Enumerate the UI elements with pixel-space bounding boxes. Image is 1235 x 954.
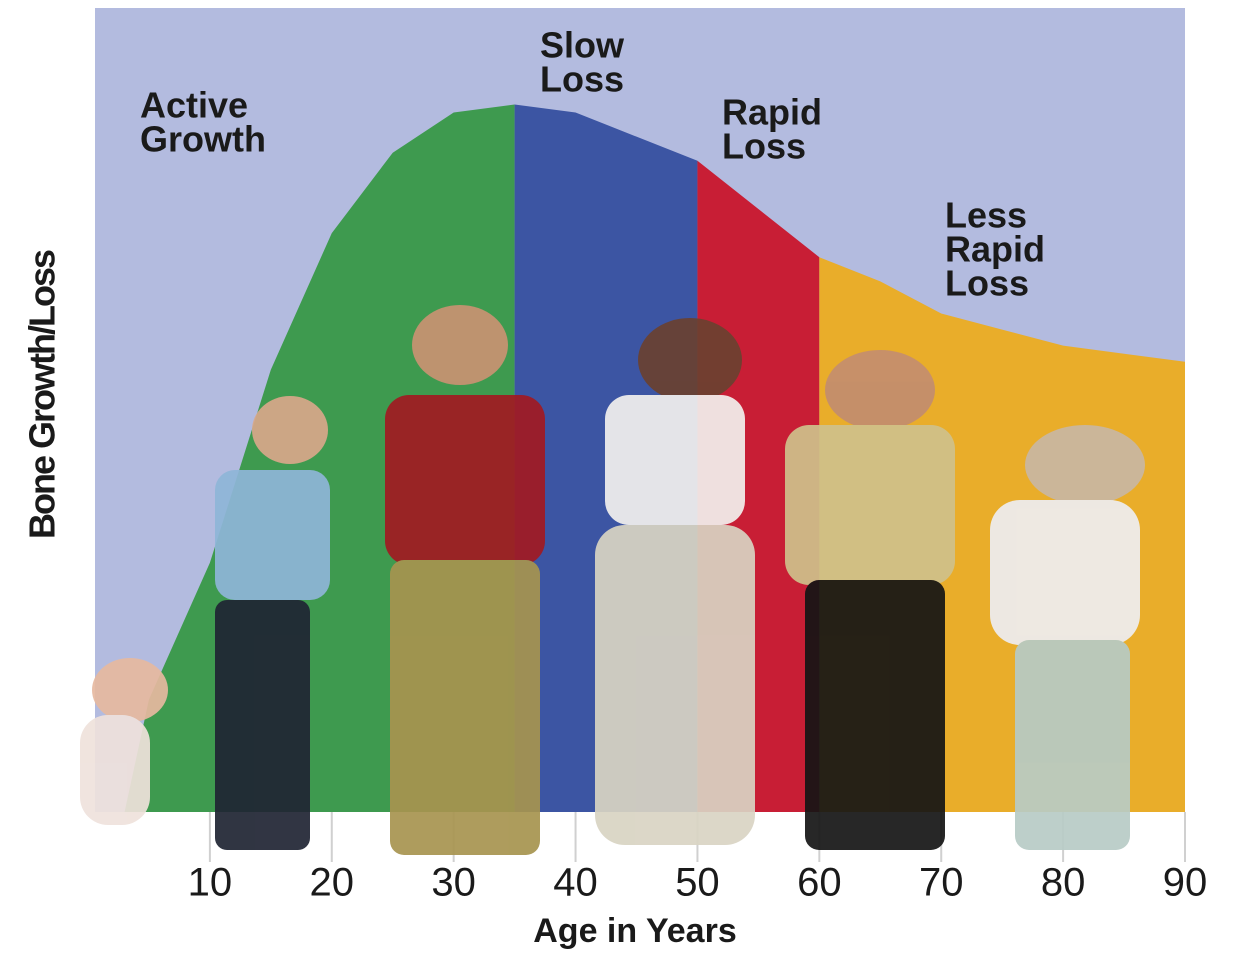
figure-body xyxy=(215,470,330,600)
figure-body xyxy=(785,425,955,585)
figure-head xyxy=(638,318,742,402)
x-tick-label: 40 xyxy=(553,861,598,905)
phase-label: Less xyxy=(945,195,1027,236)
phase-label: Loss xyxy=(540,59,624,100)
figure-body xyxy=(80,715,150,825)
label-group: 10 20 30 40 50 60 70 80 90ActiveGrowthSlowLossRa… xyxy=(140,25,1207,905)
figure-head xyxy=(825,350,935,430)
x-tick-label: 60 xyxy=(797,861,842,905)
figure-legs xyxy=(390,560,540,855)
x-tick-label: 70 xyxy=(919,861,964,905)
figure-legs xyxy=(1015,640,1130,850)
figure-body xyxy=(605,395,745,525)
figure-body xyxy=(385,395,545,565)
x-tick-label: 10 xyxy=(188,861,233,905)
phase-label: Loss xyxy=(722,126,806,167)
figure-body xyxy=(990,500,1140,645)
figures xyxy=(80,305,1145,855)
phase-label: Slow xyxy=(540,25,625,66)
phase-label: Rapid xyxy=(945,229,1045,270)
x-tick-label: 50 xyxy=(675,861,720,905)
figure-head xyxy=(252,396,328,464)
phase-label: Loss xyxy=(945,263,1029,304)
figure-head xyxy=(412,305,508,385)
x-tick-label: 30 xyxy=(431,861,476,905)
figure-head xyxy=(1025,425,1145,505)
phase-label: Active xyxy=(140,85,248,126)
figure-legs xyxy=(595,525,755,845)
figure-head xyxy=(92,658,168,722)
x-axis-label: Age in Years xyxy=(533,912,737,950)
x-tick-label: 80 xyxy=(1041,861,1086,905)
phase-label: Rapid xyxy=(722,92,822,133)
figure-legs xyxy=(805,580,945,850)
x-tick-label: 90 xyxy=(1163,861,1208,905)
x-tick-label: 20 xyxy=(310,861,355,905)
y-axis-label: Bone Growth/Loss xyxy=(22,250,63,539)
figure-legs xyxy=(215,600,310,850)
phase-label: Growth xyxy=(140,119,266,160)
